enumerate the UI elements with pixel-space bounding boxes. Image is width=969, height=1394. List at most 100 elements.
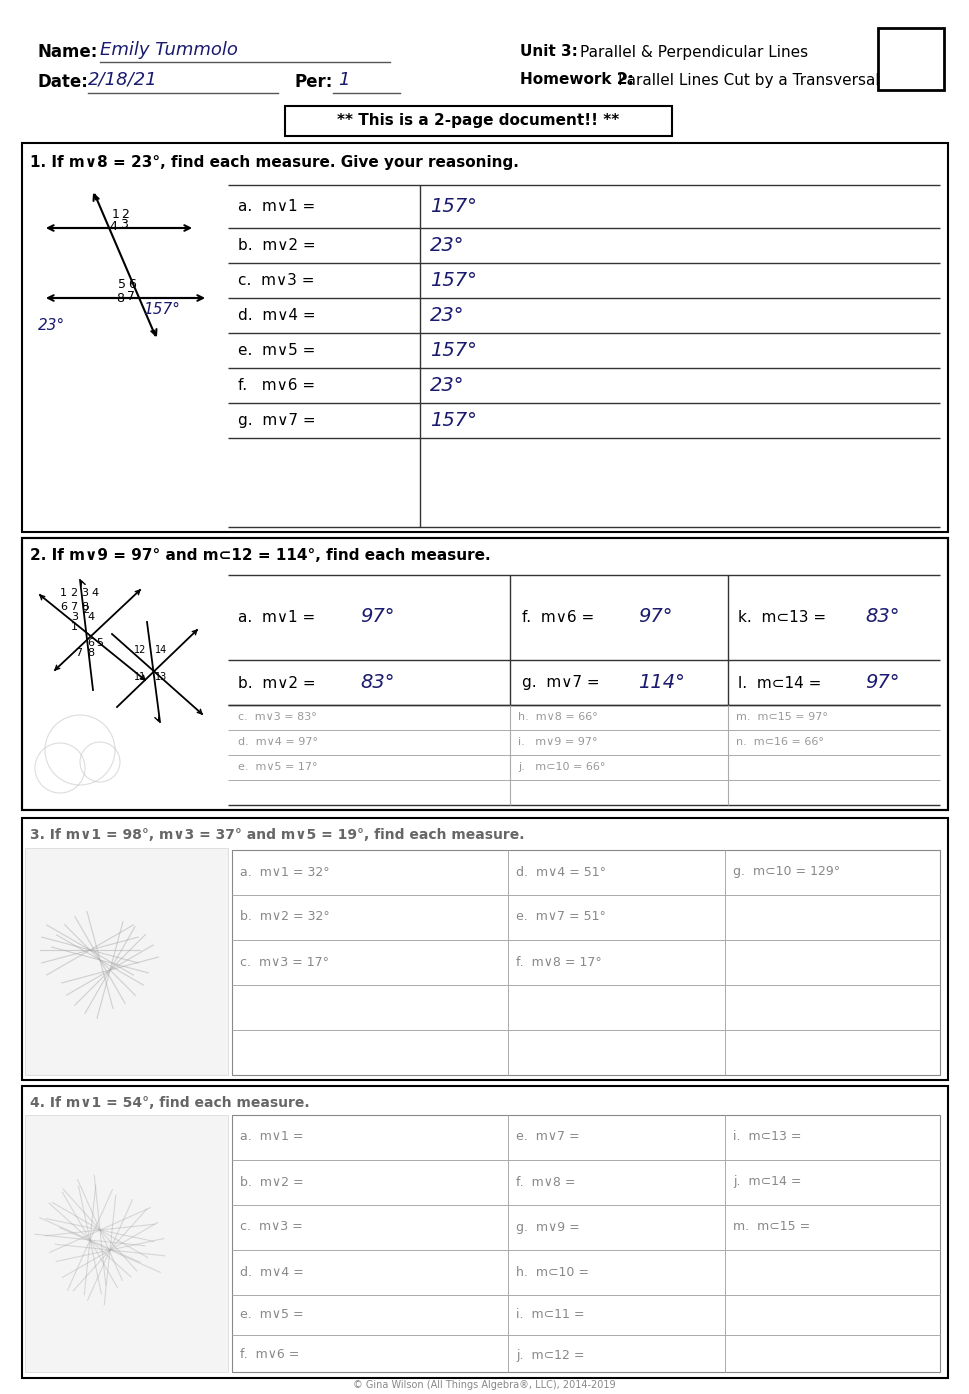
Text: 6: 6 xyxy=(128,279,136,291)
Text: c.  m∨3 =: c. m∨3 = xyxy=(240,1221,302,1234)
Text: ** This is a 2-page document!! **: ** This is a 2-page document!! ** xyxy=(337,113,619,128)
Text: Per:: Per: xyxy=(295,72,333,91)
Bar xyxy=(232,1115,940,1372)
Text: 2: 2 xyxy=(70,588,78,598)
Text: a.  m∨1 =: a. m∨1 = xyxy=(240,1131,303,1143)
Text: Homework 2:: Homework 2: xyxy=(520,72,634,88)
Text: e.  m∨5 = 17°: e. m∨5 = 17° xyxy=(238,763,318,772)
Text: g.  m⊂10 = 129°: g. m⊂10 = 129° xyxy=(733,866,840,878)
Bar xyxy=(285,106,672,137)
Text: Parallel & Perpendicular Lines: Parallel & Perpendicular Lines xyxy=(580,45,808,60)
Text: 2: 2 xyxy=(82,605,89,615)
Text: 5: 5 xyxy=(118,279,126,291)
Text: Unit 3:: Unit 3: xyxy=(520,45,578,60)
Text: 157°: 157° xyxy=(143,302,180,318)
Text: 1: 1 xyxy=(112,209,120,222)
Text: i.  m⊂13 =: i. m⊂13 = xyxy=(733,1131,801,1143)
Text: g.  m∨7 =: g. m∨7 = xyxy=(522,676,600,690)
Text: g.  m∨9 =: g. m∨9 = xyxy=(516,1221,579,1234)
Text: 1: 1 xyxy=(338,71,350,89)
Text: m.  m⊂15 = 97°: m. m⊂15 = 97° xyxy=(736,712,828,722)
Text: 3: 3 xyxy=(81,588,88,598)
Text: 157°: 157° xyxy=(430,342,477,360)
Text: 11: 11 xyxy=(134,672,146,682)
Text: f.  m∨8 =: f. m∨8 = xyxy=(516,1175,576,1189)
Bar xyxy=(22,538,948,810)
Text: d.  m∨4 =: d. m∨4 = xyxy=(238,308,316,323)
Text: c.  m∨3 = 17°: c. m∨3 = 17° xyxy=(240,955,329,969)
Text: 4: 4 xyxy=(91,588,98,598)
Text: 3. If m∨1 = 98°, m∨3 = 37° and m∨5 = 19°, find each measure.: 3. If m∨1 = 98°, m∨3 = 37° and m∨5 = 19°… xyxy=(30,828,524,842)
Text: m.  m⊂15 =: m. m⊂15 = xyxy=(733,1221,810,1234)
Text: d.  m∨4 = 97°: d. m∨4 = 97° xyxy=(238,737,318,747)
Text: 97°: 97° xyxy=(865,673,899,693)
Text: n.  m⊂16 = 66°: n. m⊂16 = 66° xyxy=(736,737,824,747)
Text: 6: 6 xyxy=(87,638,94,648)
Text: b.  m∨2 = 32°: b. m∨2 = 32° xyxy=(240,910,329,923)
Text: g.  m∨7 =: g. m∨7 = xyxy=(238,413,316,428)
Text: e.  m∨7 = 51°: e. m∨7 = 51° xyxy=(516,910,606,923)
Text: e.  m∨7 =: e. m∨7 = xyxy=(516,1131,579,1143)
Text: d.  m∨4 =: d. m∨4 = xyxy=(240,1266,303,1278)
Text: © Gina Wilson (All Things Algebra®, LLC), 2014-2019: © Gina Wilson (All Things Algebra®, LLC)… xyxy=(353,1380,615,1390)
Bar xyxy=(22,144,948,533)
Text: e.  m∨5 =: e. m∨5 = xyxy=(240,1309,303,1322)
Text: 2/18/21: 2/18/21 xyxy=(88,71,158,89)
Text: f.  m∨8 = 17°: f. m∨8 = 17° xyxy=(516,955,602,969)
Bar xyxy=(22,538,948,810)
Text: l.  m⊂14 =: l. m⊂14 = xyxy=(738,676,822,690)
Text: h.  m∨8 = 66°: h. m∨8 = 66° xyxy=(518,712,598,722)
Bar xyxy=(232,850,940,1075)
Text: j.  m⊂14 =: j. m⊂14 = xyxy=(733,1175,801,1189)
Text: d.  m∨4 = 51°: d. m∨4 = 51° xyxy=(516,866,606,878)
Text: f.  m∨6 =: f. m∨6 = xyxy=(240,1348,299,1362)
Text: 97°: 97° xyxy=(638,608,672,626)
Text: f.  m∨6 =: f. m∨6 = xyxy=(522,609,594,625)
Text: Emily Tummolo: Emily Tummolo xyxy=(100,40,237,59)
Text: 4: 4 xyxy=(109,219,117,233)
Text: 2. If m∨9 = 97° and m⊂12 = 114°, find each measure.: 2. If m∨9 = 97° and m⊂12 = 114°, find ea… xyxy=(30,548,490,563)
Bar xyxy=(878,28,944,91)
Text: 6: 6 xyxy=(60,602,67,612)
Text: Date:: Date: xyxy=(38,72,89,91)
Text: 4: 4 xyxy=(87,612,94,622)
Text: 97°: 97° xyxy=(360,608,394,626)
Text: 23°: 23° xyxy=(430,236,464,255)
Text: 83°: 83° xyxy=(865,608,899,626)
Text: 2: 2 xyxy=(121,209,129,222)
Text: 3: 3 xyxy=(71,612,78,622)
Text: c.  m∨3 = 83°: c. m∨3 = 83° xyxy=(238,712,317,722)
Text: 157°: 157° xyxy=(430,270,477,290)
Text: a.  m∨1 =: a. m∨1 = xyxy=(238,199,315,215)
Text: 5: 5 xyxy=(96,638,103,648)
Text: 1: 1 xyxy=(71,622,78,631)
Text: 83°: 83° xyxy=(360,673,394,693)
Text: 7: 7 xyxy=(75,648,82,658)
Bar xyxy=(22,818,948,1080)
Text: 23°: 23° xyxy=(38,318,65,333)
Text: 23°: 23° xyxy=(430,376,464,395)
Bar xyxy=(25,848,228,1075)
Text: i.  m⊂11 =: i. m⊂11 = xyxy=(516,1309,584,1322)
Text: 157°: 157° xyxy=(430,411,477,429)
Text: a.  m∨1 = 32°: a. m∨1 = 32° xyxy=(240,866,329,878)
Text: 13: 13 xyxy=(155,672,168,682)
Text: c.  m∨3 =: c. m∨3 = xyxy=(238,273,315,289)
Text: 8: 8 xyxy=(87,648,94,658)
Text: f.   m∨6 =: f. m∨6 = xyxy=(238,378,315,393)
Text: k.  m⊂13 =: k. m⊂13 = xyxy=(738,609,827,625)
Text: b.  m∨2 =: b. m∨2 = xyxy=(238,238,316,252)
Bar xyxy=(25,1115,228,1372)
Text: 7: 7 xyxy=(127,290,135,304)
Text: 23°: 23° xyxy=(430,307,464,325)
Text: 12: 12 xyxy=(134,645,146,655)
Text: 14: 14 xyxy=(155,645,168,655)
Bar xyxy=(22,1086,948,1379)
Text: Parallel Lines Cut by a Transversal: Parallel Lines Cut by a Transversal xyxy=(618,72,880,88)
Text: h.  m⊂10 =: h. m⊂10 = xyxy=(516,1266,589,1278)
Text: b.  m∨2 =: b. m∨2 = xyxy=(240,1175,303,1189)
Text: i.   m∨9 = 97°: i. m∨9 = 97° xyxy=(518,737,598,747)
Text: j.  m⊂12 =: j. m⊂12 = xyxy=(516,1348,584,1362)
Text: e.  m∨5 =: e. m∨5 = xyxy=(238,343,315,358)
Text: 8: 8 xyxy=(116,291,124,304)
